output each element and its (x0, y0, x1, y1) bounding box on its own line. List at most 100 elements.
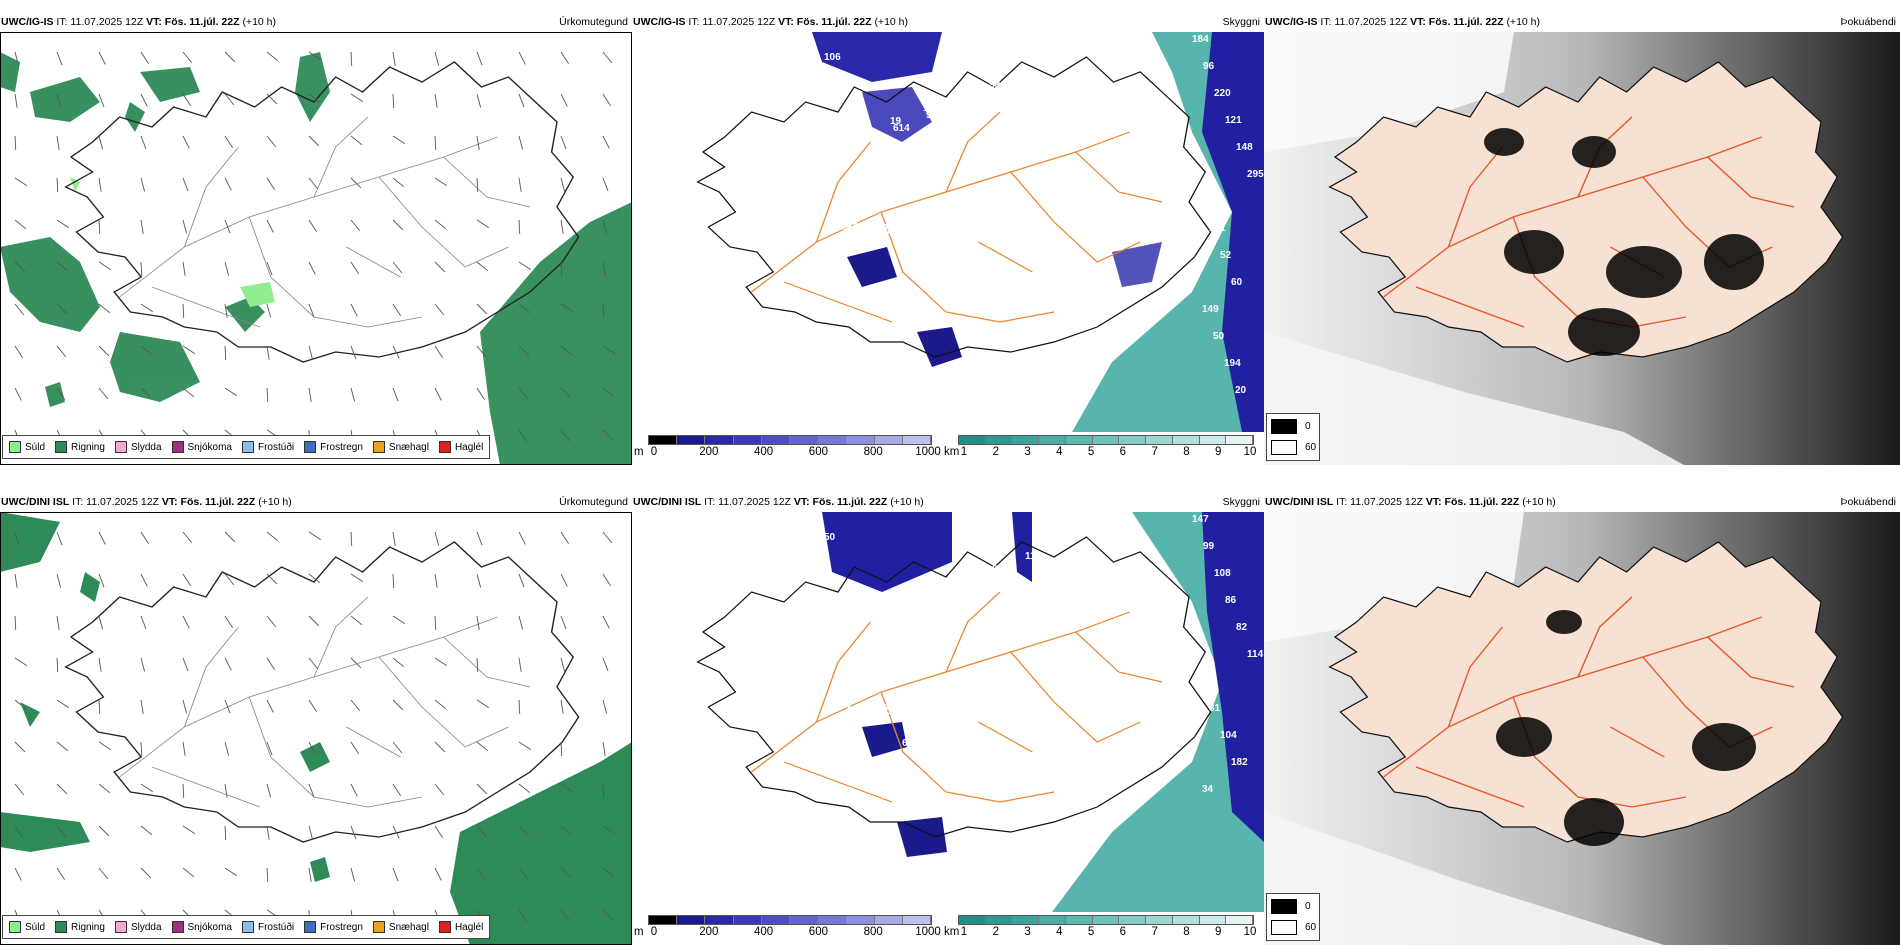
wind-barb (140, 261, 143, 277)
cloud-height-label: 76 (992, 292, 1004, 303)
wind-barb (350, 51, 353, 67)
colorbar-segment (677, 916, 706, 924)
rain-areas (0, 512, 632, 945)
wind-barb (560, 261, 563, 277)
wind-barb (182, 615, 190, 629)
wind-barb (560, 573, 568, 587)
colorbar-tick: 2 (992, 446, 999, 458)
colorbar-unit: m (634, 926, 644, 938)
cloud-height-label: 295 (1247, 169, 1264, 180)
precip-map (0, 512, 632, 945)
wind-barb (308, 345, 314, 360)
wind-barb (308, 531, 321, 541)
cloud-panel-1: UWC/IG-IS IT: 11.07.2025 12Z VT: Fös. 11… (632, 12, 1264, 465)
wind-barb (350, 93, 363, 103)
wind-barb (224, 345, 227, 361)
wind-barb (560, 429, 571, 442)
wind-barb (476, 615, 480, 630)
cloud-height-label: 81 (1209, 703, 1221, 714)
wind-barb (350, 345, 357, 360)
wind-barb (98, 177, 102, 192)
wind-barb (140, 657, 146, 672)
wind-barb (140, 303, 153, 313)
wind-barb (392, 135, 405, 145)
wind-barb (182, 531, 193, 544)
colorbar-tick: 1000 (915, 446, 941, 458)
wind-barb (98, 867, 109, 880)
legend-item: Snjókoma (171, 921, 232, 933)
wind-barb (182, 741, 186, 756)
wind-barbs (14, 531, 615, 925)
colorbar-segment (649, 916, 678, 924)
wind-barb (434, 783, 445, 796)
cloud-height-label: 183 (923, 103, 940, 114)
legend-swatch (9, 921, 21, 933)
colorbar-segment (874, 916, 903, 924)
wind-barb (98, 783, 111, 794)
wind-barb (56, 615, 60, 630)
colorbar-tick: 5 (1087, 926, 1095, 938)
cloud-height-label: 202 (857, 129, 874, 140)
cloud-height-label: 102 (923, 583, 940, 594)
cloud-height-label: 182 (1231, 757, 1248, 768)
colorbar-tick: 8 (1183, 926, 1190, 938)
cloud-height-label: 43 (1067, 357, 1079, 368)
panel-header: UWC/DINI ISL IT: 11.07.2025 12Z VT: Fös.… (1264, 492, 1900, 512)
wind-barb (14, 303, 25, 316)
legend-label: Snjókoma (187, 441, 232, 453)
wind-barb (56, 741, 69, 752)
legend-item: Snæhagl (372, 441, 429, 453)
wind-barb (224, 177, 232, 191)
wind-barb (518, 531, 526, 545)
colorbar-segment (959, 436, 986, 444)
wind-barb (56, 531, 63, 546)
wind-barb (224, 303, 228, 318)
wind-barb (560, 93, 568, 107)
wind-barb (518, 615, 524, 630)
wind-barb (434, 345, 444, 358)
cloud-height-label: 114 (1247, 649, 1264, 660)
colorbar-tick: 2 (992, 926, 999, 938)
wind-barb (308, 867, 312, 882)
wind-barb (434, 531, 440, 546)
wind-barb (476, 531, 483, 546)
wind-barb (602, 573, 612, 586)
wind-barb (602, 783, 605, 799)
wind-barb (140, 93, 148, 107)
colorbar-tick: 800 (863, 446, 883, 458)
colorbar-segment (705, 436, 734, 444)
cloud-height-label: 79 (1012, 804, 1024, 815)
colorbar-tick: 600 (808, 446, 828, 458)
cloud-height-label: 111 (882, 706, 898, 717)
wind-barb (140, 135, 147, 150)
wind-barb (224, 657, 232, 671)
cloud-height-label: 147 (1192, 514, 1209, 525)
wind-barb (14, 867, 22, 881)
wind-barb (266, 783, 272, 798)
wind-barb (476, 177, 479, 193)
cloud-height-label: 114 (902, 258, 919, 269)
legend-swatch (171, 441, 184, 453)
colorbar-segment (1092, 916, 1120, 924)
cloud-height-label: 148 (1236, 142, 1253, 153)
legend-label: Frostúði (257, 921, 295, 933)
legend-label: Rigning (71, 921, 105, 933)
legend-swatch (114, 921, 127, 933)
panel-header: UWC/IG-IS IT: 11.07.2025 12Z VT: Fös. 11… (632, 12, 1264, 32)
wind-barb (560, 825, 573, 836)
wind-barb (350, 867, 356, 882)
cloud-height-label: 50 (824, 532, 836, 543)
fog-map (1264, 512, 1900, 945)
wind-barb (602, 135, 610, 149)
wind-barb (224, 387, 237, 397)
wind-barb (392, 345, 400, 359)
colorbar-tick: 1 (960, 446, 968, 458)
cloud-height-label: 108 (1214, 568, 1231, 579)
wind-barb (602, 615, 610, 629)
wind-barb (140, 699, 144, 714)
wind-barb (518, 783, 531, 794)
wind-barb (266, 51, 279, 62)
wind-barb (224, 219, 231, 234)
wind-barb (224, 867, 237, 877)
wind-barb (308, 219, 318, 232)
